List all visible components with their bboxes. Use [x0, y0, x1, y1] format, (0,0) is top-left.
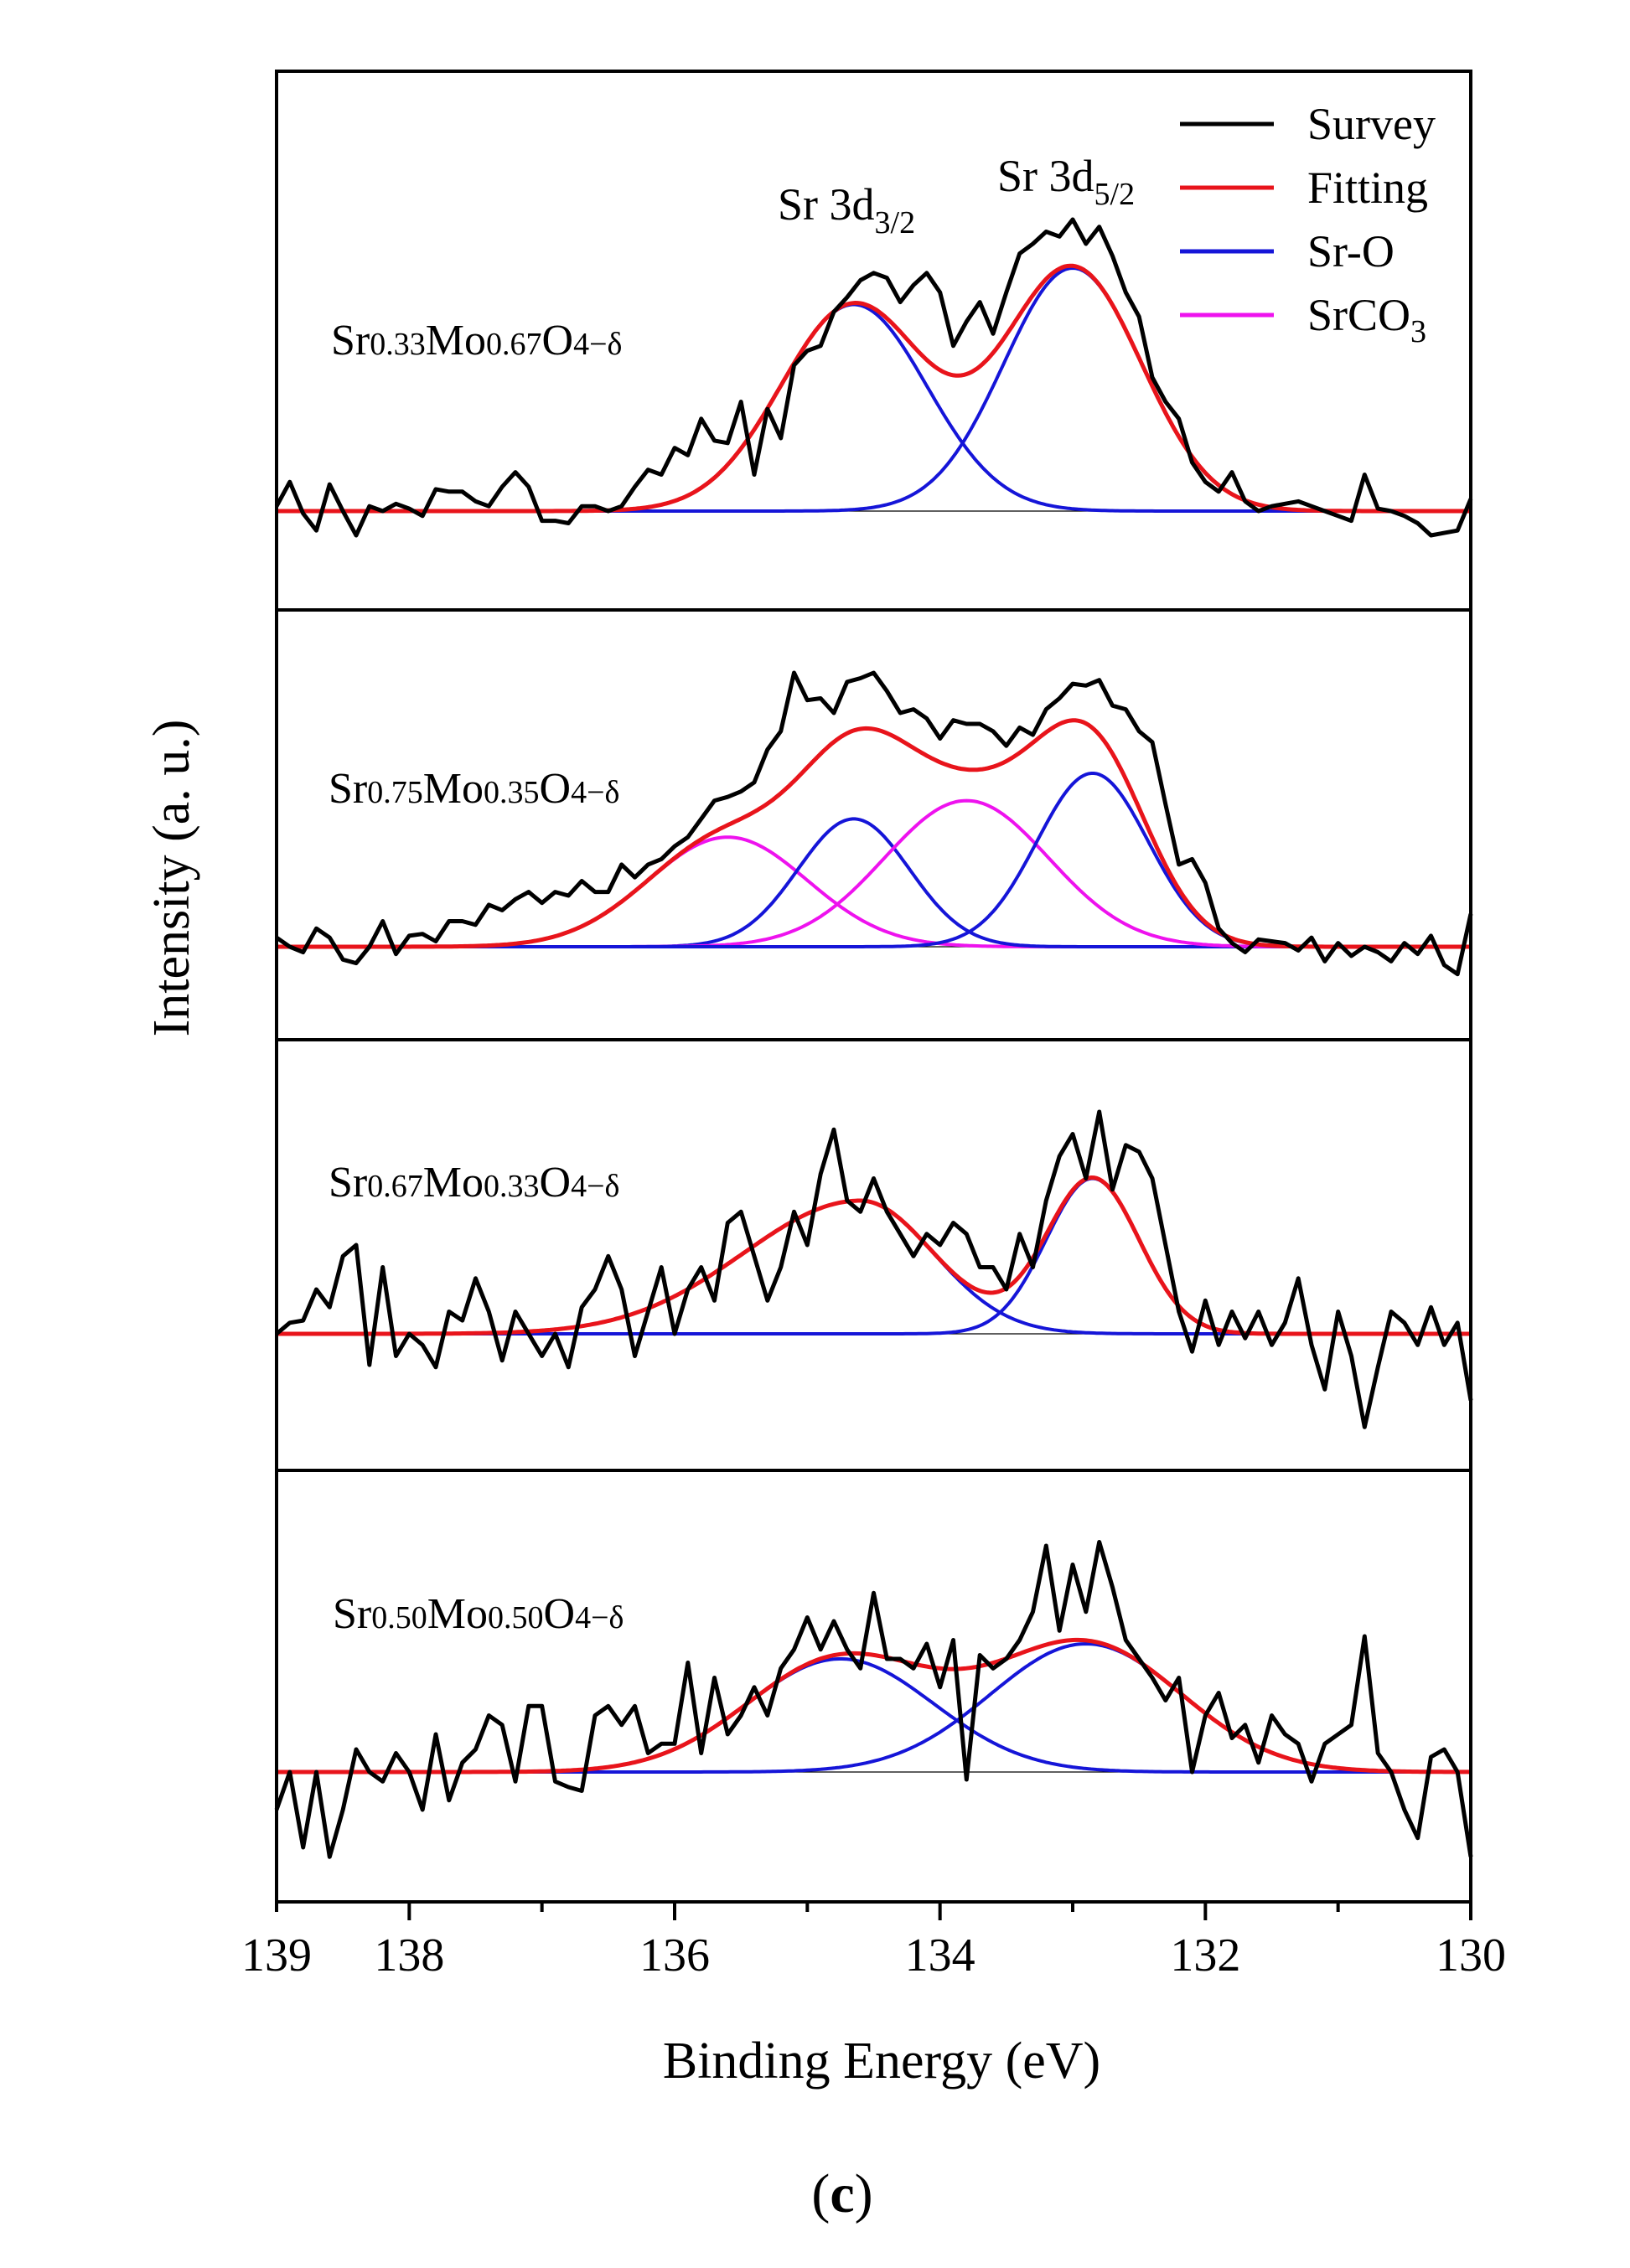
fitting-curve [277, 1637, 1472, 1775]
sample-label-part: Mo [423, 765, 484, 813]
sample-label-part: Mo [423, 1159, 484, 1206]
sample-label: Sr0.50Mo0.50O4−δ [333, 1590, 624, 1638]
sample-label-part: 0.75 [367, 775, 423, 810]
x-tick-label: 130 [1436, 1930, 1506, 1981]
x-tick-label: 139 [241, 1930, 312, 1981]
peak-label-2: Sr 3d5/2 [997, 151, 1135, 212]
sample-label-part: O [542, 317, 574, 364]
sample-label-part: O [540, 1159, 572, 1206]
panel-label-letter: c [830, 2163, 854, 2224]
legend-label-sr_o: Sr-O [1307, 226, 1395, 276]
y-axis-title: Intensity (a. u.) [143, 720, 200, 1037]
sample-label-part: Mo [426, 317, 486, 364]
legend-label-survey: Survey [1307, 99, 1436, 149]
sample-label-part: 4−δ [573, 327, 622, 362]
survey-curve [275, 1109, 1473, 1429]
sample-label-part: 0.50 [371, 1600, 427, 1635]
sample-label: Sr0.67Mo0.33O4−δ [329, 1159, 619, 1206]
panel-label-close: ) [855, 2163, 873, 2224]
x-axis: 139 138 136 134 132 130 [241, 1902, 1506, 1981]
peak-label-text: Sr 3d [778, 179, 875, 230]
sample-label-part: O [540, 765, 572, 813]
panel-1: Sr0.33Mo0.67O4−δ [274, 70, 1473, 612]
x-tick-label: 134 [905, 1930, 975, 1981]
sample-label-part: 4−δ [575, 1600, 624, 1635]
legend-label-text: Sr-O [1307, 226, 1395, 276]
peak-label-sub: 5/2 [1094, 177, 1136, 212]
sample-label-part: 0.67 [486, 327, 542, 362]
legend-label-sub: 3 [1410, 314, 1426, 349]
survey-curve [275, 670, 1473, 977]
sample-label-part: O [544, 1590, 576, 1638]
plot-panels: Sr0.33Mo0.67O4−δSr0.75Mo0.35O4−δSr0.67Mo… [274, 70, 1473, 1904]
sample-label-part: Sr [329, 1159, 367, 1206]
sample-label: Sr0.33Mo0.67O4−δ [331, 317, 622, 364]
sample-label-part: Sr [329, 765, 367, 813]
figure-panel-label: (c) [811, 2163, 872, 2224]
fitting-curve [277, 1175, 1471, 1336]
panel-2: Sr0.75Mo0.35O4−δ [275, 608, 1473, 1041]
panel-label-open: ( [811, 2163, 830, 2224]
legend-label-srco3: SrCO3 [1307, 290, 1426, 349]
sample-label: Sr0.75Mo0.35O4−δ [329, 765, 619, 813]
fitting-curve [277, 718, 1471, 949]
component-sr_o-2 [277, 1641, 1472, 1774]
panel-3: Sr0.67Mo0.33O4−δ [275, 1038, 1473, 1472]
component-sr_o-2 [277, 266, 1471, 513]
x-axis-title: Binding Energy (eV) [663, 2033, 1100, 2090]
sample-label-part: 4−δ [571, 775, 619, 810]
sample-label-part: Mo [427, 1590, 488, 1638]
legend-label-fitting: Fitting [1307, 163, 1428, 213]
peak-label-text: Sr 3d [997, 151, 1094, 201]
sample-label-part: Sr [331, 317, 370, 364]
x-tick-label: 136 [639, 1930, 710, 1981]
sample-label-part: 0.50 [488, 1600, 544, 1635]
survey-curve [274, 1540, 1473, 1859]
x-tick-label: 138 [374, 1930, 444, 1981]
legend-label-text: Survey [1307, 99, 1436, 149]
panel-4: Sr0.50Mo0.50O4−δ [274, 1469, 1473, 1904]
component-srco3-1 [277, 835, 1471, 948]
x-tick-label: 132 [1170, 1930, 1240, 1981]
sample-label-part: 0.67 [367, 1169, 423, 1204]
legend-label-text: SrCO [1307, 290, 1410, 340]
peak-label-1: Sr 3d3/2 [778, 179, 915, 240]
fitting-curve [277, 263, 1471, 514]
panel-frame [275, 1469, 1472, 1904]
component-sr_o-1 [277, 1657, 1471, 1774]
peak-labels: Sr 3d3/2Sr 3d5/2 [778, 151, 1135, 240]
peak-label-sub: 3/2 [875, 205, 916, 240]
sample-label-part: 0.33 [370, 327, 426, 362]
legend-label-text: Fitting [1307, 163, 1428, 213]
panel-frame [275, 1038, 1472, 1472]
survey-curve [274, 217, 1473, 538]
sample-label-part: 0.35 [484, 775, 540, 810]
sample-label-part: Sr [333, 1590, 371, 1638]
sample-label-part: 0.33 [484, 1169, 540, 1204]
sample-label-part: 4−δ [571, 1169, 619, 1204]
legend: Survey Fitting Sr-O SrCO3 [1180, 99, 1436, 349]
